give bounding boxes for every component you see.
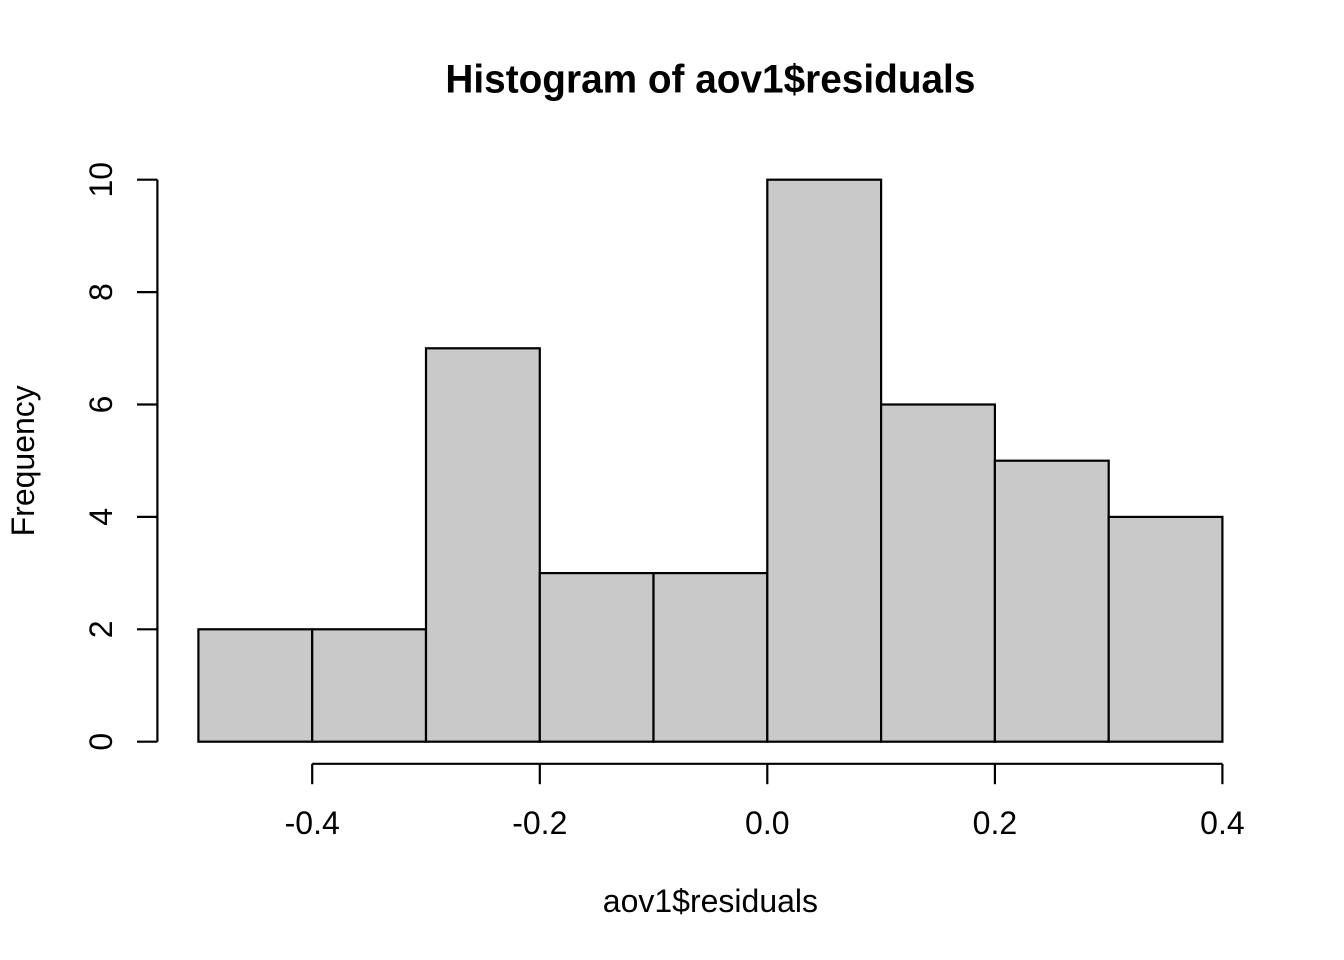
svg-text:0: 0 <box>83 733 119 751</box>
svg-text:4: 4 <box>83 508 119 526</box>
svg-text:Histogram of aov1$residuals: Histogram of aov1$residuals <box>445 58 975 102</box>
svg-text:aov1$residuals: aov1$residuals <box>603 883 818 919</box>
svg-text:2: 2 <box>83 620 119 638</box>
svg-text:0.0: 0.0 <box>745 805 789 841</box>
svg-text:Frequency: Frequency <box>5 385 41 536</box>
svg-text:10: 10 <box>83 162 119 198</box>
svg-text:-0.2: -0.2 <box>512 805 567 841</box>
svg-text:0.2: 0.2 <box>973 805 1017 841</box>
svg-text:0.4: 0.4 <box>1200 805 1244 841</box>
svg-text:6: 6 <box>83 396 119 414</box>
svg-text:8: 8 <box>83 283 119 301</box>
svg-text:-0.4: -0.4 <box>285 805 340 841</box>
